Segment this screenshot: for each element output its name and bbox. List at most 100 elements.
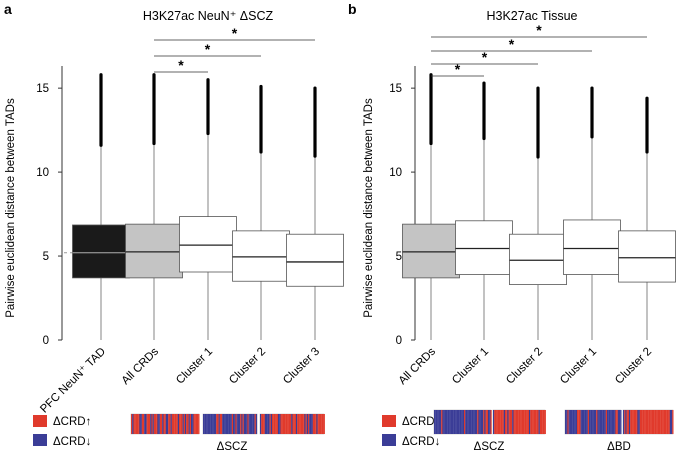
heatmap-cell — [446, 410, 448, 434]
heatmap-cell — [488, 410, 490, 434]
heatmap-cell — [593, 410, 596, 434]
heatmap-cell — [635, 410, 637, 434]
heatmap-cell — [497, 410, 500, 434]
heatmap-cell — [514, 410, 516, 434]
heatmap-cell — [302, 414, 304, 434]
heatmap-cell — [508, 410, 510, 434]
heatmap-cell — [195, 414, 198, 434]
heatmap-cell — [518, 410, 520, 434]
heatmap-cell — [260, 414, 262, 434]
heatmap-cell — [209, 414, 211, 434]
heatmap-cell — [541, 410, 543, 434]
y-tick-label: 0 — [43, 335, 49, 347]
heatmap-cell — [223, 414, 225, 434]
heatmap-cell — [447, 410, 449, 434]
heatmap-cell — [578, 410, 580, 434]
heatmap-cell — [620, 410, 622, 434]
x-tick-label: All CRDs — [397, 345, 439, 387]
heatmap-cell — [580, 410, 582, 434]
heatmap-cell — [480, 410, 483, 434]
heatmap-cell — [280, 414, 282, 434]
heatmap-cell — [509, 410, 512, 434]
heatmap-cell — [468, 410, 471, 434]
heatmap-cell — [595, 410, 597, 434]
heatmap-cell — [133, 414, 135, 434]
heatmap-cell — [638, 410, 640, 434]
heatmap-cell — [544, 410, 546, 434]
heatmap-cell — [453, 410, 455, 434]
heatmap-cell — [288, 414, 291, 434]
heatmap-cell — [151, 414, 153, 434]
heatmap-cell — [234, 414, 236, 434]
heatmap-cell — [602, 410, 604, 434]
significance-star: * — [232, 25, 238, 41]
heatmap-strip-2 — [202, 413, 258, 435]
heatmap-cell — [435, 410, 437, 434]
heatmap-cell — [207, 414, 210, 434]
heatmap-cell — [603, 410, 605, 434]
heatmap-cell — [591, 410, 593, 434]
heatmap-cell — [519, 410, 521, 434]
heatmap-panel-b: ΔSCZ ΔBD — [433, 409, 674, 451]
heatmap-strip-bd-2 — [622, 409, 674, 435]
heatmap-cell — [590, 410, 592, 434]
heatmap-cell — [292, 414, 294, 434]
heatmap-cell — [149, 414, 151, 434]
heatmap-cell — [529, 410, 531, 434]
heatmap-cell — [252, 414, 254, 434]
heatmap-cell — [656, 410, 658, 434]
heatmap-cell — [501, 410, 503, 434]
x-tick-label: Cluster 2 — [227, 346, 268, 387]
heatmap-cell — [188, 414, 190, 434]
heatmap-cell — [466, 410, 468, 434]
heatmap-cell — [581, 410, 584, 434]
heatmap-cell — [531, 410, 533, 434]
heatmap-cell — [191, 414, 193, 434]
heatmap-cell — [499, 410, 501, 434]
heatmap-cell — [654, 410, 656, 434]
heatmap-cell — [585, 410, 587, 434]
heatmap-cell — [219, 414, 222, 434]
heatmap-cell — [270, 414, 273, 434]
heatmap-cell — [633, 410, 636, 434]
heatmap-cell — [215, 414, 217, 434]
heatmap-cell — [599, 410, 602, 434]
heatmap-cell — [589, 410, 591, 434]
heatmap-cell — [212, 414, 214, 434]
heatmap-cell — [440, 410, 442, 434]
heatmap-cell — [605, 410, 608, 434]
heatmap-cell — [536, 410, 538, 434]
significance-star: * — [205, 41, 211, 57]
heatmap-cell — [224, 414, 226, 434]
heatmap-cell — [505, 410, 507, 434]
heatmap-cell — [490, 410, 492, 434]
heatmap-cell — [613, 410, 615, 434]
heatmap-cell — [267, 414, 269, 434]
heatmap-cell — [303, 414, 305, 434]
heatmap-cell — [530, 410, 532, 434]
legend-up-label: ΔCRD↑ — [402, 416, 440, 428]
heatmap-cell — [291, 414, 293, 434]
heatmap-cell — [496, 410, 498, 434]
heatmap-cell — [592, 410, 594, 434]
heatmap-cell — [506, 410, 508, 434]
heatmap-cell — [304, 414, 306, 434]
heatmap-cell — [131, 414, 133, 434]
legend-down-swatch — [33, 434, 47, 446]
heatmap-cell — [322, 414, 324, 434]
heatmap-cell — [574, 410, 576, 434]
heatmap-cell — [312, 414, 315, 434]
heatmap-cell — [246, 414, 248, 434]
heatmap-cell — [297, 414, 299, 434]
heatmap-cell — [268, 414, 270, 434]
heatmap-cell — [275, 414, 277, 434]
heatmap-cell — [310, 414, 312, 434]
heatmap-cell — [240, 414, 242, 434]
legend-down-label: ΔCRD↓ — [402, 436, 440, 448]
heatmap-cell — [193, 414, 195, 434]
heatmap-cell — [535, 410, 537, 434]
heatmap-cell — [616, 410, 618, 434]
heatmap-cell — [465, 410, 467, 434]
heatmap-cell — [205, 414, 207, 434]
